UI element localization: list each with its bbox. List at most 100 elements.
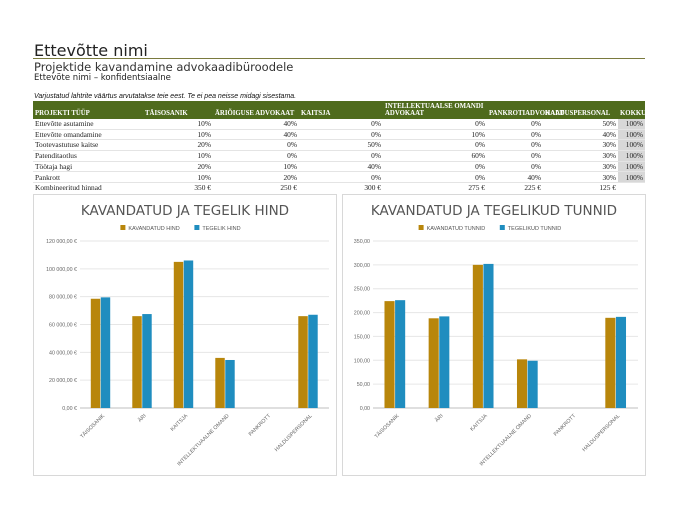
y-tick-label: 80 000,00 € [49, 295, 77, 301]
percent-cell: 0% [299, 129, 383, 141]
y-tick-label: 120 000,00 € [46, 239, 77, 245]
x-tick-label: INTELLEKTUAALNE OMAND [479, 413, 533, 467]
percent-cell: 0% [299, 119, 383, 130]
page-subtitle: Projektide kavandamine advokaadibüroodel… [34, 60, 294, 74]
rate-cell: 300 € [364, 183, 381, 193]
bar [215, 357, 225, 408]
percent-cell: 20% [143, 139, 213, 152]
x-tick-label: TÄISOSANIK [373, 412, 401, 440]
col-header: PROJEKTI TÜÜP [33, 101, 143, 119]
percent-cell: 0% [299, 171, 383, 184]
percent-cell: 0% [213, 150, 299, 162]
percent-cell: 60% [383, 150, 487, 162]
rate-cell: 350 € [194, 183, 211, 193]
bar [395, 300, 406, 408]
percent-cell: 10% [143, 150, 213, 162]
bar [439, 316, 450, 408]
title-divider [33, 58, 645, 59]
percent-cell: 30% [543, 171, 618, 184]
y-tick-label: 20 000,00 € [49, 378, 77, 384]
percent-cell: 0% [383, 161, 487, 173]
percent-cell: 40% [213, 129, 299, 141]
x-tick-label: PANKROTT [248, 413, 273, 438]
x-tick-label: ÄRI [433, 412, 444, 423]
percent-cell: 30% [543, 161, 618, 173]
x-tick-label: ÄRI [136, 412, 147, 423]
percent-cell: 10% [213, 161, 299, 173]
x-tick-label: KAITSJA [469, 413, 489, 433]
x-tick-label: TÄISOSANIK [79, 412, 107, 440]
chart-title: KAVANDATUD JA TEGELIKUD TUNNID [371, 203, 617, 219]
percent-cell: 50% [299, 139, 383, 152]
total-cell: 100% [618, 129, 645, 141]
rate-cell: 250 € [280, 183, 297, 193]
table-row: Pankrott 10% 20% 0% 0% 40% 30% 100% [33, 171, 645, 184]
percent-cell: 0% [383, 171, 487, 184]
table-row: Ettevõtte omandamine 10% 40% 0% 10% 0% 40% 100% [33, 129, 645, 141]
percent-cell: 10% [143, 119, 213, 130]
col-header: PANKROTIADVOKAAT [487, 101, 564, 119]
total-cell: 100% [618, 150, 645, 162]
bar [298, 316, 308, 408]
x-tick-label: HALDUSPERSONAL [274, 413, 314, 453]
bar [173, 261, 184, 408]
y-tick-label: 250,00 [354, 287, 370, 293]
y-tick-label: 300,00 [354, 263, 370, 269]
rate-cell: 225 € [524, 183, 541, 193]
bar [384, 301, 395, 408]
table-row: Töötaja hagi 20% 10% 40% 0% 0% 30% 100% [33, 161, 645, 173]
legend-swatch [499, 225, 505, 230]
page-title: Ettevõtte nimi [34, 41, 148, 60]
y-tick-label: 50,00 [357, 382, 370, 388]
y-tick-label: 150,00 [354, 334, 370, 340]
y-tick-label: 100 000,00 € [46, 267, 77, 273]
bar [142, 314, 152, 408]
legend-label: TEGELIKUD TUNNID [508, 226, 561, 232]
percent-cell: 0% [487, 119, 543, 130]
table-header-row: PROJEKTI TÜÜP TÄISOSANIK ÄRIÕIGUSE ADVOK… [33, 101, 646, 119]
bar [615, 316, 627, 408]
table-row: Ettevõtte asutamine 10% 40% 0% 0% 0% 50% 100% [33, 119, 645, 130]
bar [100, 297, 111, 408]
percent-cell: 0% [487, 129, 543, 141]
y-tick-label: 200,00 [354, 311, 370, 317]
percent-cell: 40% [299, 161, 383, 173]
percent-cell: 10% [383, 129, 487, 141]
percent-cell: 0% [383, 139, 487, 152]
legend-label: TEGELIK HIND [202, 226, 240, 232]
y-tick-label: 350,00 [354, 239, 370, 245]
hours-chart-panel: KAVANDATUD JA TEGELIKUD TUNNID KAVANDATUD… [342, 194, 646, 476]
bar [225, 359, 235, 408]
combined-rates-label: Kombineeritud hinnad [35, 183, 102, 193]
total-cell: 100% [618, 161, 645, 173]
project-type-cell: Ettevõtte asutamine [33, 119, 143, 130]
percent-cell: 0% [487, 150, 543, 162]
percent-cell: 50% [543, 119, 618, 130]
col-header: ÄRIÕIGUSE ADVOKAAT [213, 101, 299, 119]
col-header: KOKKU [618, 101, 646, 119]
y-tick-label: 0,00 [360, 406, 370, 412]
project-type-cell: Tootevastutuse kaitse [33, 139, 143, 152]
y-tick-label: 40 000,00 € [49, 350, 77, 356]
percent-cell: 40% [543, 129, 618, 141]
table-row: Tootevastutuse kaitse 20% 0% 50% 0% 0% 30% 100% [33, 139, 645, 152]
percent-cell: 40% [213, 119, 299, 130]
allocation-table: PROJEKTI TÜÜP TÄISOSANIK ÄRIÕIGUSE ADVOK… [33, 101, 646, 193]
percent-cell: 20% [143, 161, 213, 173]
bar [132, 316, 142, 408]
col-header: INTELLEKTUAALSE OMANDI ADVOKAAT [383, 101, 487, 119]
legend-label: KAVANDATUD TUNNID [427, 226, 486, 232]
cost-chart: KAVANDATUD JA TEGELIK HIND KAVANDATUD HIN… [46, 203, 329, 467]
combined-rates-row: Kombineeritud hinnad 350 € 250 € 300 € 275 €… [33, 183, 645, 193]
percent-cell: 0% [383, 119, 487, 130]
legend-swatch [194, 225, 200, 230]
y-tick-label: 0,00 € [62, 406, 77, 412]
legend-swatch [120, 225, 126, 230]
rate-cell [618, 183, 645, 193]
bar [605, 317, 616, 408]
rate-cell: 125 € [599, 183, 616, 193]
percent-cell: 0% [487, 161, 543, 173]
bar [428, 318, 439, 408]
bar [183, 260, 194, 408]
x-tick-label: HALDUSPERSONAL [581, 413, 621, 453]
